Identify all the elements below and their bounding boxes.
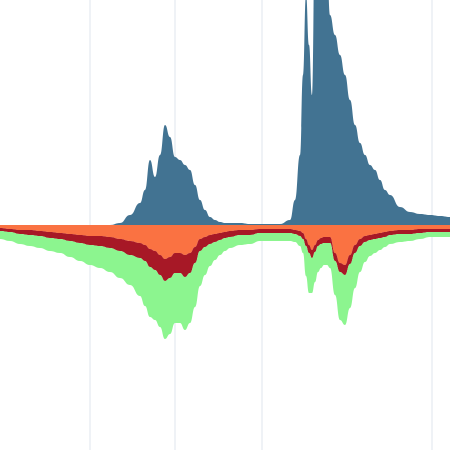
series-4-area [0, 231, 450, 339]
stream-layer [0, 0, 450, 339]
series-2-area [0, 225, 450, 265]
series-3-area [0, 228, 450, 281]
series-1-area [0, 0, 450, 226]
